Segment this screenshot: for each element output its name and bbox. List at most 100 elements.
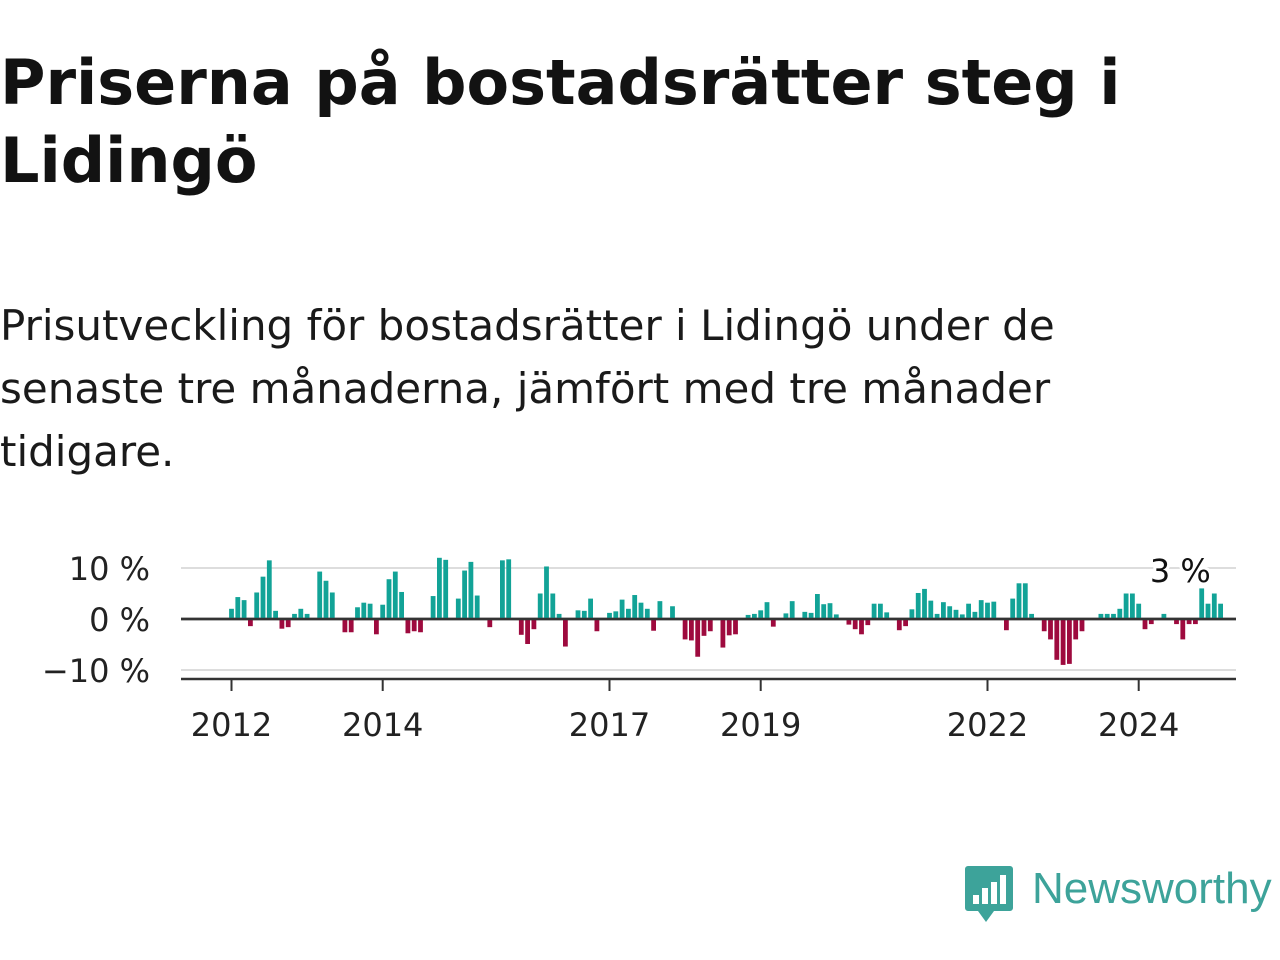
bar bbox=[418, 619, 423, 633]
bar bbox=[298, 608, 304, 619]
bar bbox=[720, 619, 726, 648]
x-tick-label: 2022 bbox=[947, 706, 1028, 744]
bar bbox=[1218, 603, 1223, 619]
bar bbox=[581, 610, 587, 619]
bar bbox=[1029, 613, 1034, 619]
bar bbox=[651, 619, 656, 631]
bar bbox=[235, 597, 241, 619]
bar bbox=[248, 619, 253, 627]
bar bbox=[1010, 598, 1016, 619]
bar bbox=[1048, 619, 1053, 640]
bar bbox=[1193, 619, 1198, 625]
bar bbox=[399, 591, 404, 619]
bar bbox=[934, 613, 940, 619]
x-axis bbox=[181, 677, 1236, 691]
bars bbox=[181, 557, 1236, 665]
bar bbox=[871, 603, 877, 619]
bar bbox=[273, 610, 278, 619]
bar bbox=[985, 602, 990, 619]
bar bbox=[405, 619, 411, 634]
bar bbox=[1117, 608, 1123, 619]
bar bbox=[896, 619, 902, 631]
bar bbox=[531, 619, 537, 630]
bar bbox=[1022, 583, 1028, 619]
bar bbox=[241, 600, 247, 619]
bar bbox=[745, 614, 751, 619]
bar bbox=[455, 598, 461, 619]
bar bbox=[1186, 619, 1192, 625]
bar bbox=[575, 610, 581, 619]
bar bbox=[260, 576, 266, 619]
bar bbox=[701, 619, 707, 636]
bar bbox=[392, 571, 398, 619]
bar bbox=[329, 592, 335, 619]
bar bbox=[670, 606, 675, 619]
bar bbox=[865, 619, 871, 626]
bar bbox=[1098, 613, 1104, 619]
bar bbox=[367, 603, 373, 619]
bar bbox=[285, 619, 291, 628]
newsworthy-logo-icon bbox=[965, 866, 1013, 922]
bar bbox=[411, 619, 417, 632]
bar bbox=[789, 601, 795, 619]
bar bbox=[537, 593, 543, 619]
bar bbox=[1136, 603, 1142, 619]
bar bbox=[953, 609, 959, 619]
bar bbox=[1199, 588, 1205, 619]
bar bbox=[1148, 619, 1154, 625]
newsworthy-brand: Newsworthy bbox=[964, 862, 1276, 928]
bar bbox=[770, 619, 776, 627]
latest-value-annotation: 3 % bbox=[1150, 552, 1211, 590]
bar bbox=[833, 614, 839, 619]
bar bbox=[1079, 619, 1085, 632]
bar bbox=[726, 619, 732, 636]
bar bbox=[613, 611, 619, 619]
bar bbox=[1004, 619, 1009, 631]
bar bbox=[1211, 593, 1217, 619]
bar bbox=[1067, 619, 1072, 664]
bar bbox=[348, 619, 354, 633]
bar bbox=[815, 594, 820, 619]
bar bbox=[474, 595, 480, 619]
bar bbox=[229, 608, 234, 619]
bar bbox=[638, 602, 644, 619]
bar bbox=[878, 603, 883, 619]
bar bbox=[487, 619, 493, 628]
bar bbox=[430, 596, 436, 619]
bar bbox=[1073, 619, 1079, 640]
bar bbox=[1174, 619, 1179, 625]
bar bbox=[695, 619, 701, 657]
bar bbox=[707, 619, 713, 632]
bar-chart: 10 % 0 % −10 % 2012 2014 2017 2019 2022 2024 3 % bbox=[42, 549, 1236, 744]
bar bbox=[1205, 603, 1211, 619]
chart-subtitle: Prisutveckling för bostadsrätter i Lidin… bbox=[0, 301, 1055, 476]
bar bbox=[764, 602, 770, 619]
bar bbox=[972, 611, 978, 619]
bar bbox=[909, 609, 915, 619]
bar bbox=[689, 619, 694, 641]
bar bbox=[386, 579, 392, 619]
bar bbox=[808, 612, 814, 619]
bar bbox=[1054, 619, 1060, 660]
bar bbox=[380, 604, 386, 619]
bar bbox=[941, 602, 946, 619]
bar bbox=[1123, 593, 1129, 619]
bar bbox=[1161, 613, 1167, 619]
bar bbox=[978, 600, 984, 619]
bar bbox=[506, 559, 512, 619]
bar bbox=[922, 588, 927, 619]
bar bbox=[1180, 619, 1186, 640]
bar bbox=[1104, 613, 1110, 619]
bar bbox=[292, 613, 297, 619]
bar bbox=[355, 607, 360, 619]
bar bbox=[821, 604, 827, 619]
bar bbox=[959, 614, 965, 619]
bar bbox=[279, 619, 285, 629]
bar bbox=[556, 613, 562, 619]
bar bbox=[563, 619, 568, 647]
bar bbox=[468, 561, 474, 619]
bar bbox=[525, 619, 530, 644]
bar bbox=[752, 613, 757, 619]
bar bbox=[544, 566, 549, 619]
y-tick-label: 10 % bbox=[69, 550, 150, 588]
